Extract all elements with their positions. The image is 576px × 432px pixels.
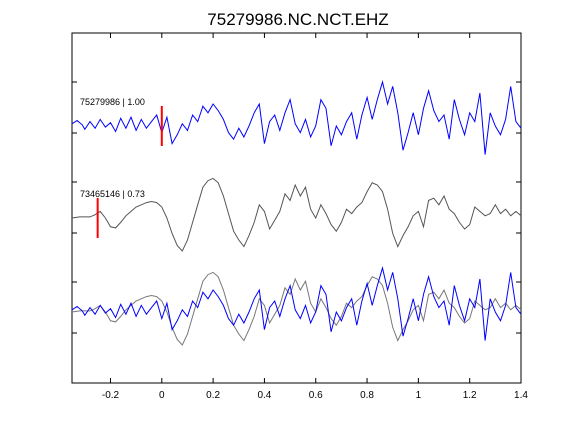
x-tick-label: 0.6 [309,390,323,401]
plot-frame [71,32,522,384]
x-tick-label: 1 [416,390,422,401]
x-tick-label: 0 [159,390,165,401]
overlay-trace-2-line [71,271,522,346]
x-axis: -0.2 0 0.2 0.4 0.6 0.8 1 1.2 1.4 [102,33,528,401]
x-tick-label: 0.2 [206,390,220,401]
x-tick-label: -0.2 [102,390,120,401]
overlay-trace-1-line [71,266,522,341]
trace-1-label: 75279986 | 1.00 [80,97,145,107]
chart-title: 75279986.NC.NCT.EHZ [207,10,388,29]
trace-2-line [71,177,522,252]
trace-labels: 75279986 | 1.00 73465146 | 0.73 [80,97,145,199]
x-tick-label: 1.4 [514,390,528,401]
trace-1-line [71,80,522,155]
x-tick-label: 0.8 [360,390,374,401]
y-tick-marks [72,81,521,334]
trace-group [71,80,522,346]
x-tick-label: 1.2 [463,390,477,401]
trace-2-label: 73465146 | 0.73 [80,189,145,199]
x-tick-label: 0.4 [257,390,271,401]
